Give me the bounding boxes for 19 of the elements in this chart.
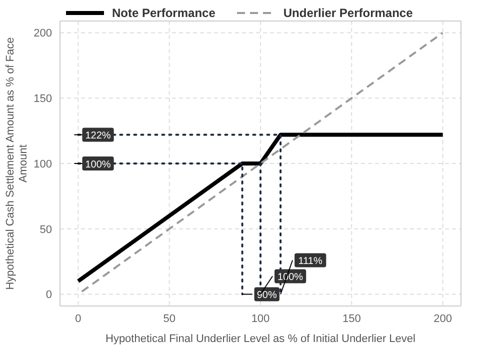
y-tick-label: 150 [34, 93, 52, 106]
annotation: 111% [298, 256, 323, 268]
x-tick-label: 200 [434, 312, 452, 325]
y-tick-label: 0 [46, 289, 52, 302]
annotation: 100% [85, 160, 111, 170]
annotation: 100% [278, 272, 304, 284]
annotation: 90% [256, 290, 277, 302]
y-tick-label: 100 [34, 158, 52, 170]
x-axis-title: Hypothetical Final Underlier Level as % of Initial Underlier Level [106, 333, 416, 345]
x-tick-label: 100 [251, 312, 270, 325]
x-tick-label: 0 [75, 312, 82, 325]
y-tick-label: 200 [34, 28, 52, 40]
legend-label: Note Performance [112, 6, 216, 20]
y-axis-title: Hypothetical Cash Settlement Amount as % of Face Amount [4, 37, 30, 290]
y-tick-label: 50 [40, 224, 52, 236]
legend-label: Underlier Performance [283, 6, 413, 20]
x-tick-label: 50 [163, 312, 176, 325]
x-tick-label: 150 [342, 312, 361, 325]
annotation: 122% [85, 130, 111, 142]
